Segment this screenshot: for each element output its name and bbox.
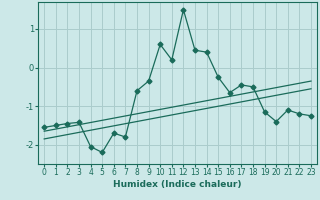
- X-axis label: Humidex (Indice chaleur): Humidex (Indice chaleur): [113, 180, 242, 189]
